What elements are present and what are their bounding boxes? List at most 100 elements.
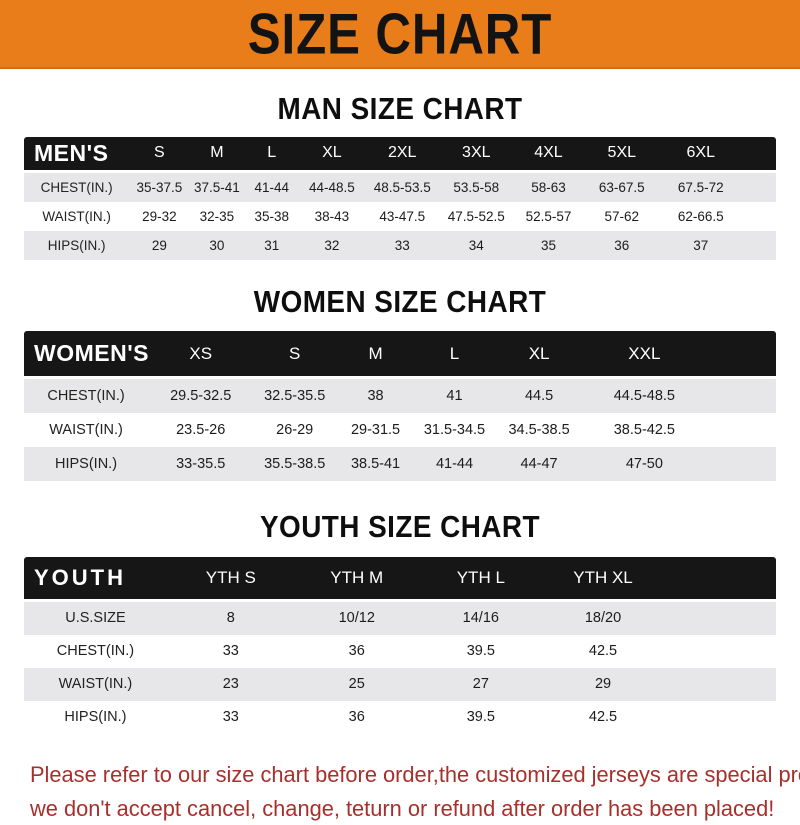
size-value-cell: 58-63 (512, 172, 585, 202)
size-value-cell: 37 (659, 230, 743, 260)
size-value-cell: 23 (166, 667, 295, 701)
size-column-header: 5XL (584, 136, 660, 173)
size-column-header: S (129, 136, 190, 173)
empty-cell (704, 379, 776, 414)
size-column-header: 3XL (439, 136, 513, 173)
empty-cell (742, 201, 776, 231)
page-title: SIZE CHART (247, 0, 553, 66)
men-section: MAN SIZE CHART MEN'S S M L XL 2XL 3XL 4XL 5XL 6XL… (0, 91, 800, 260)
size-column-header: L (244, 136, 300, 173)
measurement-row: HIPS(IN.) 33-35.5 35.5-38.5 38.5-41 41-44 44-… (24, 447, 776, 482)
size-value-cell: 36 (294, 700, 419, 734)
empty-cell (704, 447, 776, 482)
table-title-cell: WOMEN'S (24, 331, 149, 380)
size-value-cell: 38-43 (299, 201, 365, 231)
size-value-cell: 35.5-38.5 (253, 447, 337, 482)
size-column-header: YTH L (418, 556, 543, 602)
size-value-cell: 36 (584, 230, 660, 260)
women-section-heading: WOMEN SIZE CHART (253, 283, 547, 319)
empty-cell (742, 172, 776, 202)
empty-cell (663, 601, 776, 635)
size-value-cell: 29-31.5 (336, 413, 416, 448)
size-column-header: XXL (584, 331, 705, 380)
size-column-header: S (253, 331, 337, 380)
measurement-label: CHEST(IN.) (24, 172, 130, 202)
page-header-banner: SIZE CHART (0, 0, 800, 69)
size-value-cell: 38 (336, 379, 416, 414)
size-value-cell: 29 (129, 230, 190, 260)
measurement-row: WAIST(IN.) 23.5-26 26-29 29-31.5 31.5-34.5 34… (24, 413, 776, 448)
size-column-header: 4XL (512, 136, 585, 173)
table-header-row: YOUTH YTH S YTH M YTH L YTH XL (24, 556, 776, 602)
size-column-header: XS (148, 331, 254, 380)
size-column-header: YTH XL (542, 556, 664, 602)
measurement-row: CHEST(IN.) 35-37.5 37.5-41 41-44 44-48.5 48.5… (24, 172, 776, 202)
size-value-cell: 47.5-52.5 (439, 201, 513, 231)
measurement-label: CHEST(IN.) (24, 634, 167, 668)
size-value-cell: 29.5-32.5 (148, 379, 254, 414)
measurement-label: WAIST(IN.) (24, 667, 167, 701)
size-column-header: 2XL (364, 136, 440, 173)
empty-cell (663, 700, 776, 734)
measurement-row: CHEST(IN.) 33 36 39.5 42.5 (24, 634, 776, 668)
size-value-cell: 35 (512, 230, 585, 260)
measurement-label: HIPS(IN.) (24, 230, 130, 260)
size-value-cell: 38.5-41 (336, 447, 416, 482)
size-value-cell: 44-48.5 (299, 172, 365, 202)
size-value-cell: 33-35.5 (148, 447, 254, 482)
measurement-label: CHEST(IN.) (24, 379, 149, 414)
size-column-header: L (415, 331, 494, 380)
size-value-cell: 47-50 (584, 447, 705, 482)
size-value-cell: 42.5 (542, 634, 664, 668)
size-value-cell: 63-67.5 (584, 172, 660, 202)
size-value-cell: 34.5-38.5 (493, 413, 585, 448)
size-value-cell: 38.5-42.5 (584, 413, 705, 448)
size-value-cell: 44.5-48.5 (584, 379, 705, 414)
size-value-cell: 14/16 (418, 601, 543, 635)
measurement-label: U.S.SIZE (24, 601, 167, 635)
size-value-cell: 41-44 (415, 447, 494, 482)
size-value-cell: 37.5-41 (189, 172, 245, 202)
measurement-row: HIPS(IN.) 33 36 39.5 42.5 (24, 700, 776, 734)
size-value-cell: 32.5-35.5 (253, 379, 337, 414)
measurement-row: WAIST(IN.) 29-32 32-35 35-38 38-43 43-47.5 47.… (24, 201, 776, 231)
measurement-row: CHEST(IN.) 29.5-32.5 32.5-35.5 38 41 44.5 44.5… (24, 379, 776, 414)
measurement-label: WAIST(IN.) (24, 201, 130, 231)
size-value-cell: 62-66.5 (659, 201, 743, 231)
size-value-cell: 32 (299, 230, 365, 260)
empty-cell (663, 634, 776, 668)
youth-section: YOUTH SIZE CHART YOUTH YTH S YTH M YTH L YTH… (0, 509, 800, 734)
size-value-cell: 23.5-26 (148, 413, 254, 448)
size-value-cell: 32-35 (189, 201, 245, 231)
size-value-cell: 57-62 (584, 201, 660, 231)
youth-size-table: YOUTH YTH S YTH M YTH L YTH XL U.S.SIZE 8 10/12… (24, 556, 776, 734)
size-column-header: M (336, 331, 416, 380)
empty-header-cell (742, 136, 776, 173)
size-value-cell: 35-38 (244, 201, 300, 231)
measurement-row: HIPS(IN.) 29 30 31 32 33 34 35 36 37 (24, 230, 776, 260)
measurement-row: WAIST(IN.) 23 25 27 29 (24, 667, 776, 701)
size-column-header: YTH S (166, 556, 295, 602)
measurement-label: HIPS(IN.) (24, 447, 149, 482)
size-value-cell: 25 (294, 667, 419, 701)
size-value-cell: 44-47 (493, 447, 585, 482)
empty-cell (704, 413, 776, 448)
empty-header-cell (663, 556, 776, 602)
table-title-cell: YOUTH (24, 556, 167, 602)
table-header-row: MEN'S S M L XL 2XL 3XL 4XL 5XL 6XL (24, 136, 776, 173)
measurement-label: HIPS(IN.) (24, 700, 167, 734)
size-column-header: YTH M (294, 556, 419, 602)
measurement-row: U.S.SIZE 8 10/12 14/16 18/20 (24, 601, 776, 635)
size-value-cell: 8 (166, 601, 295, 635)
men-size-table: MEN'S S M L XL 2XL 3XL 4XL 5XL 6XL CHEST(IN.) 35-37… (24, 136, 776, 260)
notice-line-1: Please refer to our size chart before or… (30, 761, 800, 787)
youth-section-heading: YOUTH SIZE CHART (259, 509, 541, 545)
size-value-cell: 26-29 (253, 413, 337, 448)
table-title-cell: MEN'S (24, 136, 130, 173)
order-notice: Please refer to our size chart before or… (30, 758, 800, 825)
size-value-cell: 31 (244, 230, 300, 260)
size-value-cell: 33 (166, 700, 295, 734)
size-value-cell: 43-47.5 (364, 201, 440, 231)
size-value-cell: 34 (439, 230, 513, 260)
